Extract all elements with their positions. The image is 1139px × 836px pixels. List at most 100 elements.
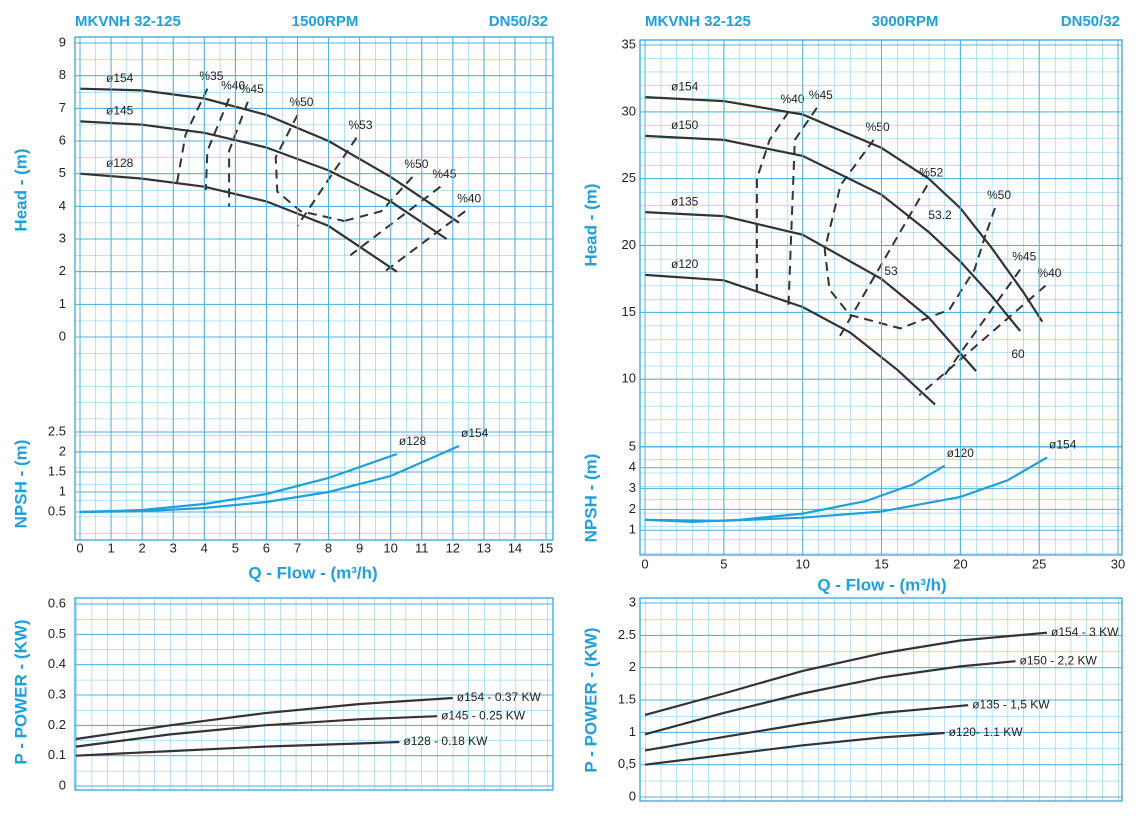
- curve-label: ø150 - 2,2 KW: [1020, 653, 1098, 667]
- curve: [644, 731, 945, 766]
- annotation: 53: [884, 264, 898, 278]
- x-tick-label: 6: [263, 540, 270, 555]
- curve-label: %45: [240, 82, 264, 96]
- curve-label: %40: [457, 191, 481, 205]
- y-tick-label: 2.5: [618, 627, 636, 642]
- curve-label: ø128: [399, 434, 427, 448]
- header-flange: DN50/32: [489, 13, 548, 30]
- y-tick-label: 2: [629, 501, 636, 516]
- x-tick-label: 0: [641, 556, 648, 571]
- curve: [79, 444, 460, 514]
- curve-label: ø135 - 1,5 KW: [972, 697, 1050, 711]
- y-tick-label: 1.5: [618, 691, 636, 706]
- curve-label: %40: [221, 79, 245, 93]
- efficiency-curve: [228, 101, 249, 207]
- curve-label: %52: [919, 166, 943, 180]
- curve-label: ø128: [106, 156, 134, 170]
- x-tick-label: 7: [294, 540, 301, 555]
- curve: [644, 660, 1016, 736]
- curve-label: %40: [1037, 266, 1061, 280]
- x-tick-label: 9: [356, 540, 363, 555]
- y-tick-label: 20: [622, 237, 636, 252]
- x-axis-label: Q - Flow - (m³/h): [248, 563, 377, 582]
- y-tick-label: 0.3: [48, 686, 66, 701]
- curve: [644, 456, 1048, 522]
- y-tick-label: 0.5: [48, 626, 66, 641]
- efficiency-curve: [823, 139, 987, 330]
- y-tick-label: 1: [629, 724, 636, 739]
- x-tick-label: 25: [1032, 556, 1046, 571]
- curve-label: %45: [809, 88, 833, 102]
- y-tick-label: 0: [629, 788, 636, 803]
- x-tick-label: 10: [795, 556, 809, 571]
- curve-label: ø145 - 0.25 KW: [441, 708, 526, 722]
- y-tick-label: 1: [629, 522, 636, 537]
- plot-frame: [74, 597, 554, 791]
- curve-label: %50: [404, 157, 428, 171]
- curve: [644, 273, 936, 406]
- y-tick-label: 2: [629, 659, 636, 674]
- y-tick-label: 9: [59, 34, 66, 49]
- y-tick-label: 8: [59, 67, 66, 82]
- curve-label: %50: [866, 120, 890, 134]
- x-tick-label: 10: [383, 540, 397, 555]
- efficiency-curve: [755, 111, 790, 293]
- y-axis-label: P - POWER - (KW): [11, 619, 30, 764]
- curve-label: %53: [348, 118, 372, 132]
- x-tick-label: 14: [508, 540, 522, 555]
- efficiency-curve: [787, 107, 818, 306]
- x-tick-label: 0: [76, 540, 83, 555]
- x-tick-label: 15: [539, 540, 553, 555]
- y-tick-label: 0: [59, 777, 66, 792]
- x-tick-label: 2: [139, 540, 146, 555]
- efficiency-curve: [383, 210, 466, 273]
- x-tick-label: 5: [232, 540, 239, 555]
- curve: [75, 696, 453, 741]
- y-tick-label: 0: [59, 328, 66, 343]
- y-tick-label: 1: [59, 296, 66, 311]
- curve-label: ø154: [461, 426, 489, 440]
- efficiency-curve: [984, 207, 996, 236]
- curve-label: ø154 - 3 KW: [1051, 625, 1119, 639]
- y-tick-label: 3: [629, 480, 636, 495]
- x-tick-label: 15: [874, 556, 888, 571]
- efficiency-curve: [918, 284, 1047, 396]
- x-tick-label: 1: [107, 540, 114, 555]
- y-tick-label: 0.1: [48, 747, 66, 762]
- y-tick-label: 0,5: [618, 756, 636, 771]
- curve-label: ø120- 1.1 KW: [949, 725, 1024, 739]
- curve-label: ø154: [671, 79, 699, 93]
- curve-label: %45: [1012, 250, 1036, 264]
- curve-label: ø150: [671, 118, 699, 132]
- y-tick-label: 10: [622, 371, 636, 386]
- curve: [75, 715, 438, 748]
- curve-label: %35: [199, 69, 223, 83]
- y-tick-label: 3: [629, 594, 636, 609]
- y-tick-label: 4: [59, 198, 66, 213]
- annotation: 60: [1011, 347, 1025, 361]
- x-tick-label: 11: [415, 540, 429, 555]
- y-axis-label: NPSH - (m): [11, 440, 30, 529]
- y-tick-label: 5: [629, 438, 636, 453]
- x-tick-label: 20: [953, 556, 967, 571]
- x-tick-label: 3: [170, 540, 177, 555]
- y-tick-label: 3: [59, 230, 66, 245]
- y-tick-label: 25: [622, 170, 636, 185]
- curve-label: ø120: [671, 257, 699, 271]
- y-tick-label: 0.4: [48, 656, 66, 671]
- y-tick-label: 30: [622, 103, 636, 118]
- y-tick-label: 5: [59, 165, 66, 180]
- curve: [75, 740, 400, 757]
- curve: [644, 631, 1048, 716]
- curve-label: ø120: [947, 446, 975, 460]
- curve: [644, 704, 969, 752]
- y-tick-label: 7: [59, 100, 66, 115]
- curve-label: %40: [780, 92, 804, 106]
- y-tick-label: 0.2: [48, 717, 66, 732]
- y-tick-label: 1.5: [48, 463, 66, 478]
- efficiency-curve: [349, 185, 442, 257]
- y-tick-label: 2.5: [48, 423, 66, 438]
- curve: [644, 96, 1044, 323]
- curve-label: ø154: [106, 71, 134, 85]
- curve-label: ø145: [106, 104, 134, 118]
